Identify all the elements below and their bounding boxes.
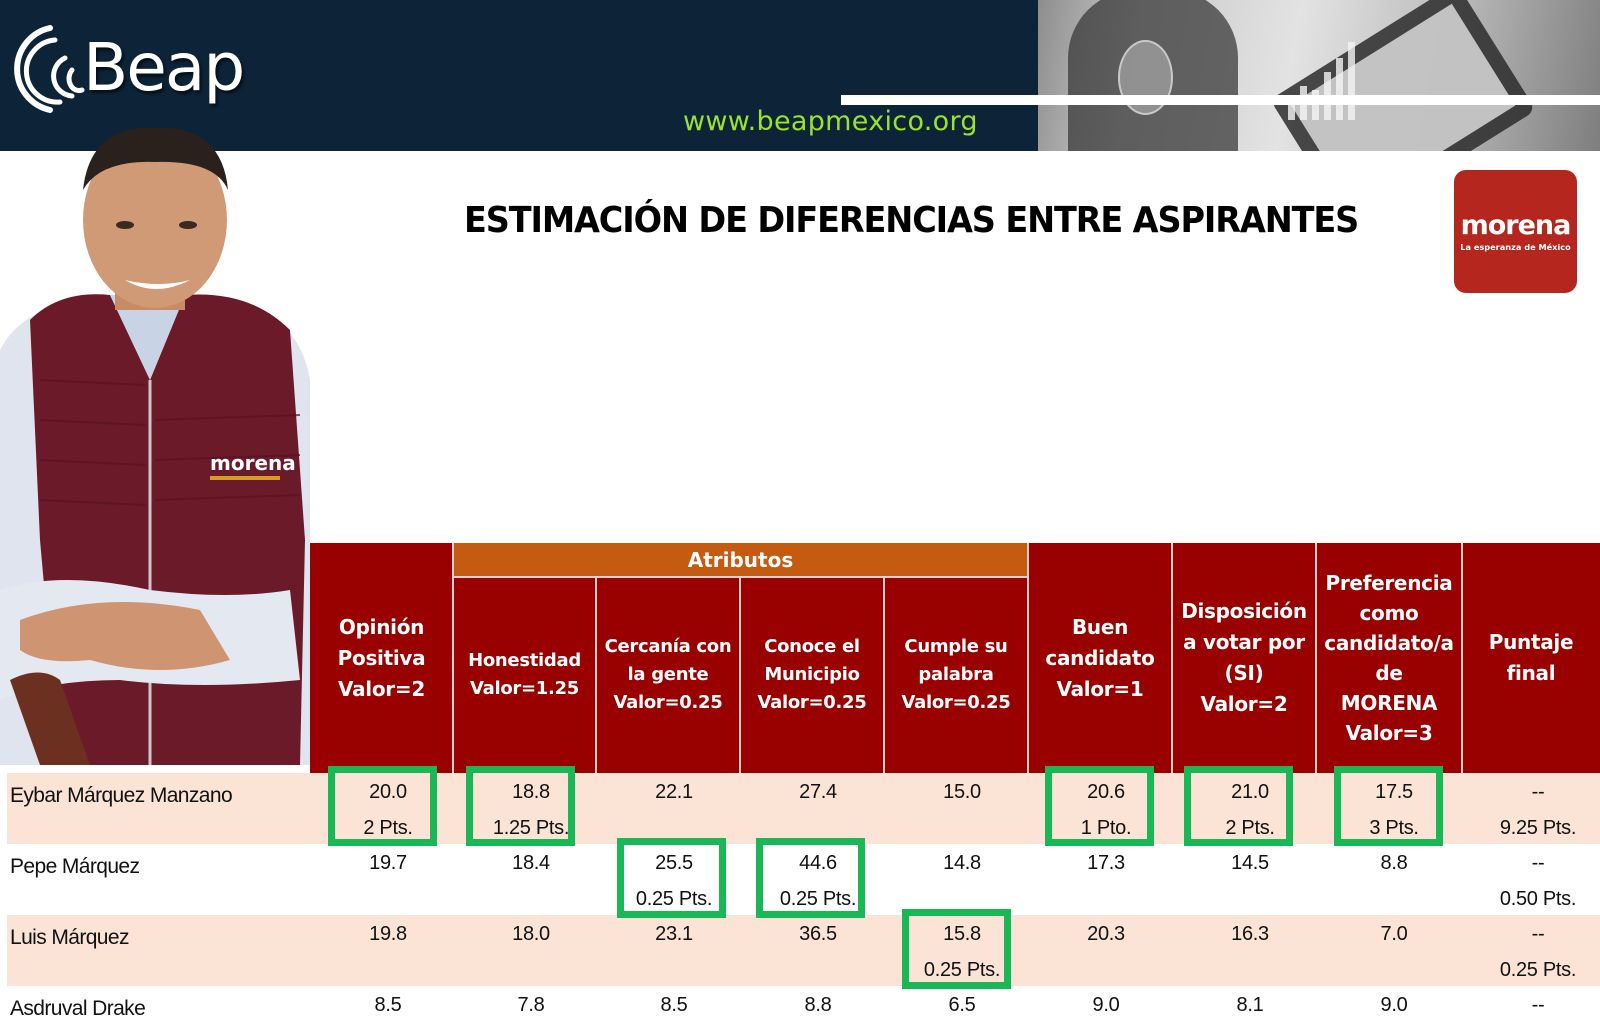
cell-value: 16.3 (1231, 923, 1269, 945)
cell-value: 8.5 (374, 994, 402, 1016)
cell-value: 21.0 (1231, 781, 1269, 803)
cell-points: 1.25 Pts. (492, 817, 570, 839)
column-divider (1027, 543, 1029, 773)
col-header-cercania: Cercanía con la gente Valor=0.25 (596, 577, 740, 773)
party-logo-tagline: La esperanza de México (1460, 241, 1571, 252)
morena-party-logo: morena La esperanza de México (1454, 170, 1577, 293)
cell-points: 1 Pto. (1080, 817, 1132, 839)
candidate-portrait: morena (0, 120, 310, 765)
cell-value: 19.8 (369, 923, 407, 945)
col-header-conoce-municipio: Conoce el Municipio Valor=0.25 (740, 577, 884, 773)
cell-value: 20.0 (369, 781, 407, 803)
cell-points: 2 Pts. (1225, 817, 1275, 839)
col-header-label: Cumple su palabra Valor=0.25 (901, 636, 1011, 713)
cell-value: 18.0 (512, 923, 550, 945)
cell-value: 23.1 (655, 923, 693, 945)
col-header-label: Puntaje final (1488, 630, 1574, 685)
cell-value: -- (1531, 852, 1545, 874)
party-logo-name: morena (1460, 209, 1572, 241)
cell-value: 8.8 (804, 994, 832, 1016)
table-row: Pepe Márquez 19.7 18.4 25.5 0.25 Pts. 44.… (7, 844, 1600, 915)
cell-value: 9.0 (1092, 994, 1120, 1016)
column-divider (883, 577, 885, 773)
table-row: Luis Márquez 19.8 18.0 23.1 36.5 15.8 0.2… (7, 915, 1600, 986)
cell-value: 18.4 (512, 852, 550, 874)
cell-value: 25.5 (655, 852, 693, 874)
cell-value: 20.3 (1087, 923, 1125, 945)
col-header-opinion-positiva: Opinión Positiva Valor=2 (310, 543, 453, 773)
cell-value: 36.5 (799, 923, 837, 945)
cell-value: 8.8 (1380, 852, 1408, 874)
candidate-name: Eybar Márquez Manzano (10, 784, 233, 807)
cell-value: 15.0 (943, 781, 981, 803)
col-header-label: Conoce el Municipio Valor=0.25 (757, 636, 867, 713)
cell-value: 8.5 (660, 994, 688, 1016)
cell-points: 0.25 Pts. (1499, 959, 1577, 981)
col-header-honestidad: Honestidad Valor=1.25 (453, 577, 596, 773)
candidate-photo-illustration: morena (0, 127, 310, 765)
banner-divider-line (841, 95, 1600, 105)
col-header-puntaje-final: Puntaje final (1462, 543, 1600, 773)
col-header-label: Disposición a votar por (SI) Valor=2 (1181, 599, 1307, 716)
cell-points: 0.25 Pts. (635, 888, 713, 910)
candidate-name: Luis Márquez (10, 926, 129, 949)
table-row: Asdruval Drake 8.5 7.8 8.5 8.8 6.5 9.0 8… (7, 986, 1600, 1036)
beap-swoosh-icon (14, 25, 85, 113)
col-header-label: Buen candidato Valor=1 (1045, 614, 1155, 701)
col-header-cumple-palabra: Cumple su palabra Valor=0.25 (884, 577, 1028, 773)
cell-points: 3 Pts. (1369, 817, 1419, 839)
cell-value: 17.5 (1375, 781, 1413, 803)
cell-points: 0.25 Pts. (923, 959, 1001, 981)
column-divider (1461, 543, 1463, 773)
cell-value: 14.8 (943, 852, 981, 874)
cell-value: 7.8 (517, 994, 545, 1016)
table-row: Eybar Márquez Manzano 20.0 2 Pts. 18.8 1.2… (7, 773, 1600, 844)
cell-value: -- (1531, 781, 1545, 803)
website-url: www.beapmexico.org (683, 106, 978, 137)
col-group-atributos: Atributos (453, 543, 1028, 577)
cell-value: 17.3 (1087, 852, 1125, 874)
beap-wordmark: Beap (83, 29, 245, 106)
cell-value: 27.4 (799, 781, 837, 803)
column-divider (1315, 543, 1317, 773)
cell-value: 14.5 (1231, 852, 1269, 874)
beap-logo: Beap (10, 18, 245, 118)
col-header-label: Opinión Positiva Valor=2 (337, 614, 426, 701)
cell-value: 22.1 (655, 781, 693, 803)
cell-points: 9.25 Pts. (1499, 817, 1577, 839)
cell-value: 7.0 (1380, 923, 1408, 945)
col-header-label: Honestidad Valor=1.25 (468, 650, 581, 699)
cell-value: 6.5 (948, 994, 976, 1016)
column-divider (739, 577, 741, 773)
cell-points: 0.25 Pts. (779, 888, 857, 910)
cell-value: 20.6 (1087, 781, 1125, 803)
group-divider (453, 576, 1028, 578)
cell-value: 44.6 (799, 852, 837, 874)
cell-points: 2 Pts. (363, 817, 413, 839)
cell-value: -- (1531, 923, 1545, 945)
cell-value: 9.0 (1380, 994, 1408, 1016)
cell-value: 19.7 (369, 852, 407, 874)
cell-value: -- (1531, 994, 1545, 1016)
header-banner: Beap www.beapmexico.org (0, 0, 1600, 151)
column-divider (1171, 543, 1173, 773)
candidate-name: Pepe Márquez (10, 855, 140, 878)
cell-value: 15.8 (943, 923, 981, 945)
cell-points: 0.50 Pts. (1499, 888, 1577, 910)
vest-logo-text: morena (210, 451, 296, 475)
cell-value: 8.1 (1236, 994, 1264, 1016)
bar-chart-graphic (1288, 40, 1355, 120)
col-header-preferencia-morena: Preferencia como candidato/a de MORENA V… (1316, 543, 1462, 773)
candidate-name: Asdruval Drake (10, 997, 146, 1020)
banner-business-photo (1038, 0, 1600, 151)
cell-value: 18.8 (512, 781, 550, 803)
col-header-buen-candidato: Buen candidato Valor=1 (1028, 543, 1172, 773)
column-divider (595, 577, 597, 773)
column-divider (452, 543, 454, 773)
page-title: ESTIMACIÓN DE DIFERENCIAS ENTRE ASPIRANT… (464, 200, 1359, 241)
col-header-label: Cercanía con la gente Valor=0.25 (604, 636, 732, 713)
col-header-label: Preferencia como candidato/a de MORENA V… (1324, 571, 1454, 745)
col-header-disposicion-votar: Disposición a votar por (SI) Valor=2 (1172, 543, 1316, 773)
